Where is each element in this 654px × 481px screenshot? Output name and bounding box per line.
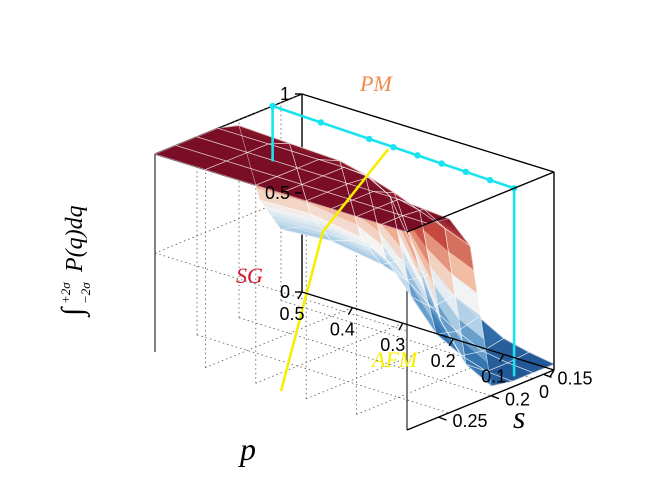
label-pm: PM [359, 71, 393, 96]
grid-floor-s-0 [280, 300, 534, 379]
y-tick-mark-2 [438, 416, 447, 421]
label-afm: AFM [370, 347, 419, 372]
phase-point [390, 143, 397, 151]
x-tick-label-4: 0.1 [481, 366, 506, 386]
phase-line-1 [279, 148, 390, 392]
x-tick-label-0: 0.5 [279, 304, 304, 324]
grid-backwall-z-0 [154, 252, 408, 332]
surface-mesh [153, 125, 555, 387]
z-axis-body: P(q)dq [62, 205, 88, 273]
frame-edge-front-bottom [301, 291, 555, 371]
label-sg: SG [236, 263, 263, 288]
x-tick-mark-1 [347, 307, 354, 315]
x-tick-mark-2 [398, 322, 404, 331]
phase-point [438, 160, 445, 167]
x-ticks: 0.5 0.4 0.3 0.2 0.1 0 [279, 291, 555, 402]
phase-point [414, 152, 421, 159]
x-tick-label-1: 0.4 [330, 320, 355, 340]
front-frame [301, 93, 555, 431]
frame-edge-front-top [301, 93, 555, 173]
z-axis-lower: −2σ [78, 282, 93, 304]
x-tick-label-3: 0.2 [431, 351, 456, 371]
y-tick-label-2: 0.25 [453, 411, 488, 431]
frame-edge-right-bottom [406, 369, 555, 431]
y-tick-label-0: 0.15 [558, 368, 593, 388]
frame-edge-right-top [406, 171, 555, 233]
z-tick-label-1: 0.5 [265, 183, 290, 203]
grid-floor-s-2 [196, 334, 450, 414]
x-tick-mark-3 [448, 338, 454, 347]
y-tick-mark-0 [543, 373, 552, 378]
z-ticks: 00.51 [265, 84, 302, 302]
x-tick-label-2: 0.3 [380, 335, 405, 355]
phase-lines [269, 102, 518, 392]
x-tick-mark-4 [498, 354, 505, 362]
phase-point [366, 135, 373, 143]
z-axis-title: ∫ +2σ −2σ P(q)dq [56, 205, 93, 318]
phase-point [486, 176, 494, 184]
z-axis-integral: ∫ [56, 306, 91, 318]
y-tick-mark-1 [490, 395, 500, 400]
x-tick-mark-5 [549, 369, 555, 378]
y-axis-title: s [513, 399, 525, 435]
z-tick-label-2: 1 [280, 84, 290, 104]
surface [154, 125, 555, 387]
x-tick-label-5: 0 [539, 382, 549, 402]
y-tick-label-1: 0.2 [505, 390, 530, 410]
phase-point [317, 119, 325, 126]
z-axis-upper: +2σ [58, 282, 73, 304]
z-tick-label-0: 0 [280, 282, 290, 302]
y-ticks: 0.15 0.2 0.25 [438, 368, 593, 431]
x-tick-mark-0 [297, 291, 303, 300]
grid-floor-s-1 [238, 317, 492, 397]
phase-point [462, 168, 469, 176]
x-axis-title: p [238, 431, 256, 467]
